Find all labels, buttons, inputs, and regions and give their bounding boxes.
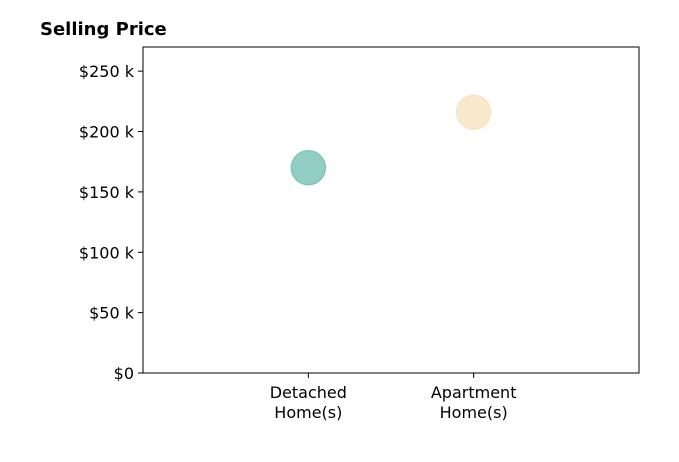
- x-tick-label: Detached Home(s): [270, 383, 347, 422]
- x-tick-label: Apartment Home(s): [431, 383, 517, 422]
- x-axis: Detached Home(s) Apartment Home(s): [270, 373, 517, 422]
- chart-title: Selling Price: [40, 19, 167, 40]
- y-tick-label: $50 k: [89, 304, 135, 323]
- y-axis: $0 $50 k $100 k $150 k $200 k $250 k: [79, 62, 143, 383]
- y-tick-label: $100 k: [79, 243, 135, 262]
- data-point: [290, 149, 327, 186]
- y-tick-label: $0: [114, 364, 134, 383]
- plot-frame: [142, 46, 640, 374]
- data-point: [455, 94, 492, 130]
- y-tick-label: $250 k: [79, 62, 135, 81]
- data-points: [290, 94, 492, 186]
- y-tick-label: $150 k: [79, 183, 135, 202]
- y-tick-label: $200 k: [79, 123, 135, 142]
